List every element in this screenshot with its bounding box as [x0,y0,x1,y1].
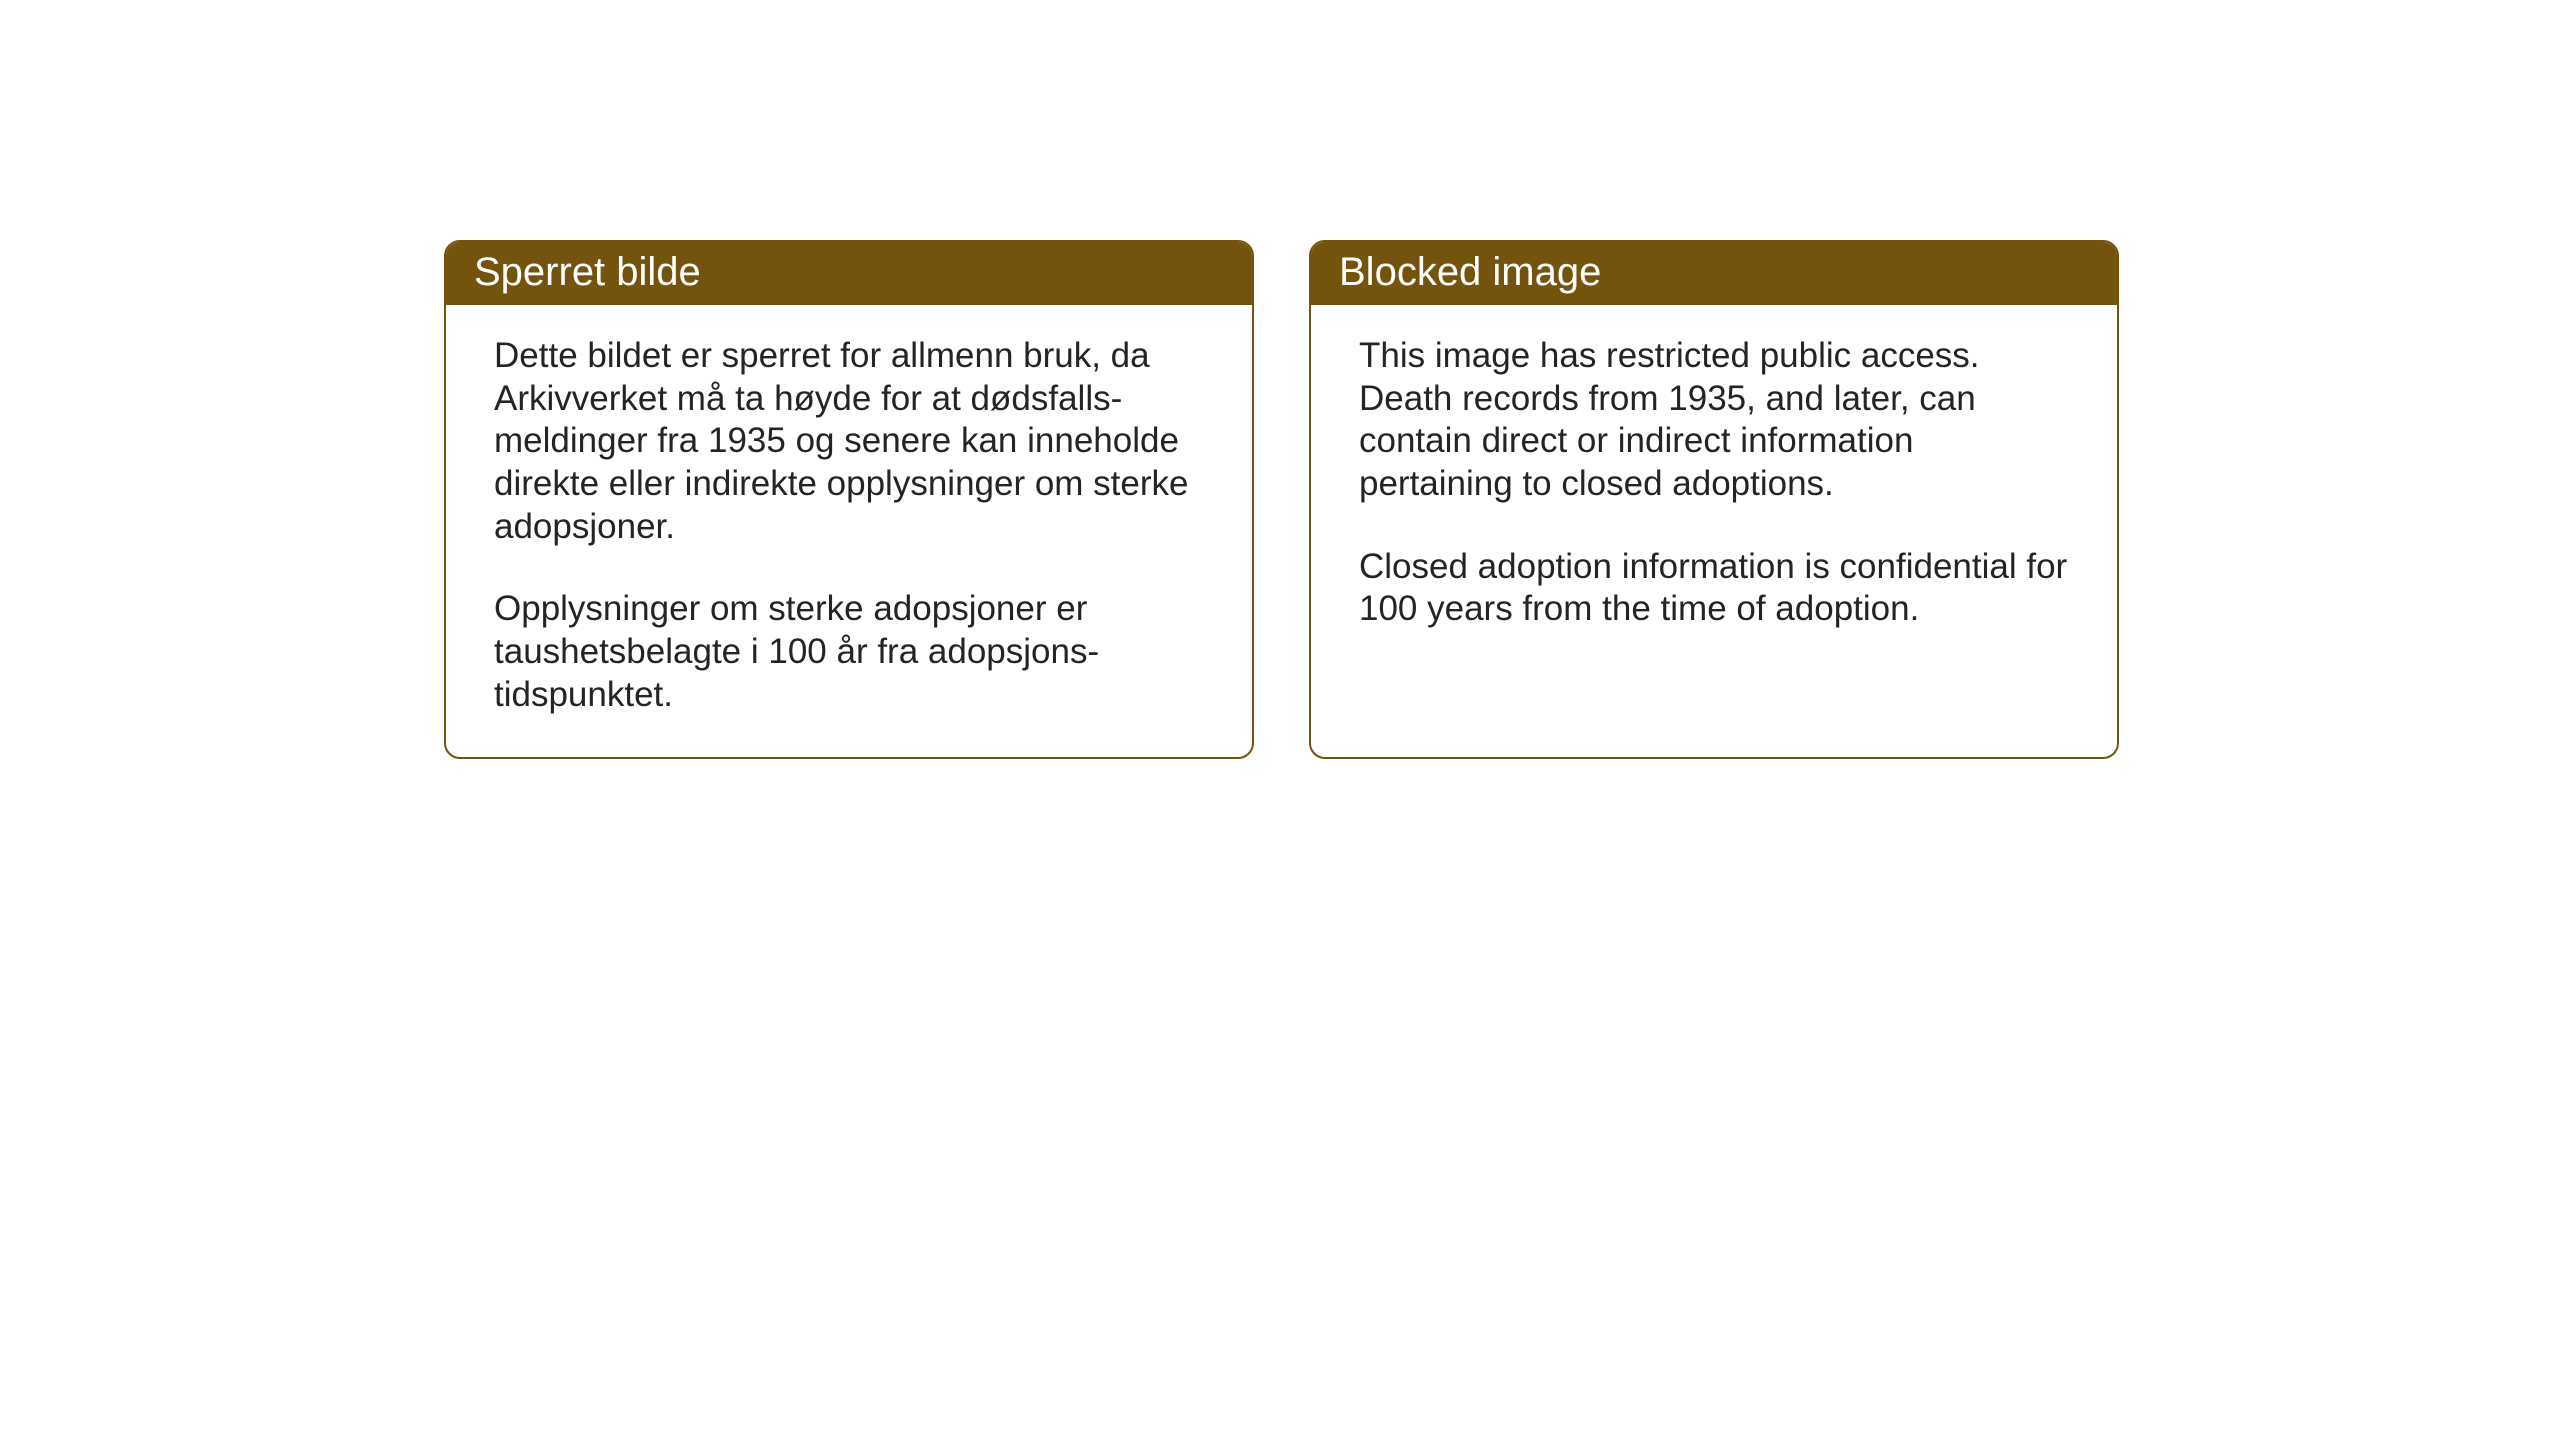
card-body-norwegian: Dette bildet er sperret for allmenn bruk… [446,305,1252,757]
cards-container: Sperret bilde Dette bildet er sperret fo… [444,240,2560,759]
card-paragraph-2-english: Closed adoption information is confident… [1359,546,2069,631]
blocked-image-card-norwegian: Sperret bilde Dette bildet er sperret fo… [444,240,1254,759]
card-paragraph-2-norwegian: Opplysninger om sterke adopsjoner er tau… [494,588,1204,716]
card-paragraph-1-english: This image has restricted public access.… [1359,335,2069,506]
card-header-norwegian: Sperret bilde [446,242,1252,305]
card-header-english: Blocked image [1311,242,2117,305]
card-body-english: This image has restricted public access.… [1311,305,2117,755]
card-paragraph-1-norwegian: Dette bildet er sperret for allmenn bruk… [494,335,1204,548]
blocked-image-card-english: Blocked image This image has restricted … [1309,240,2119,759]
